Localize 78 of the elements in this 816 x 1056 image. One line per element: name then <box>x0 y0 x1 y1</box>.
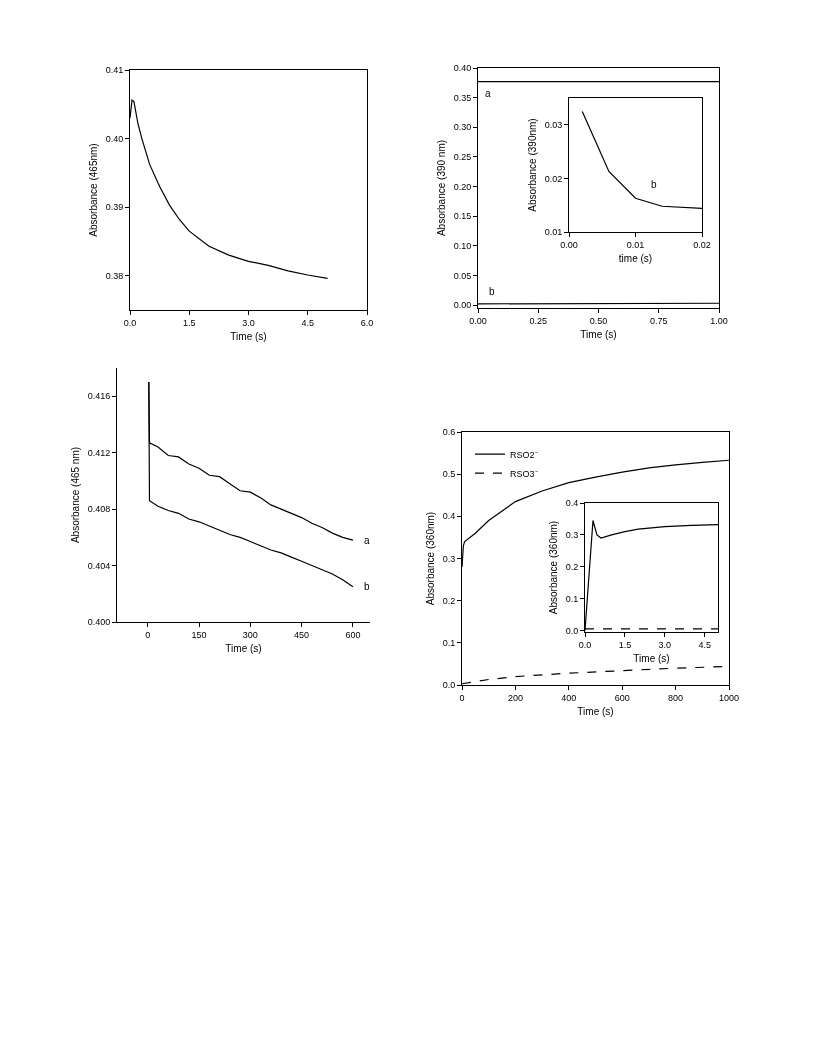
y-tick-label: 0.1 <box>442 637 456 648</box>
x-tick-label: 0.01 <box>626 239 645 250</box>
x-tick-label: 0 <box>145 629 151 640</box>
y-tick-label: 0.30 <box>453 122 472 133</box>
y-tick-label: 0.416 <box>87 391 111 402</box>
y-tick-label: 0.02 <box>544 173 563 184</box>
y-tick-label: 0.2 <box>565 561 579 572</box>
series-label: a <box>364 535 370 546</box>
x-tick-label: 400 <box>561 692 577 703</box>
legend-label: a <box>485 88 491 99</box>
legend-label: RSO2⁻ <box>510 449 538 460</box>
x-tick-label: 800 <box>668 692 684 703</box>
y-tick-label: 0.40 <box>453 63 472 74</box>
y-tick-label: 0.5 <box>442 469 456 480</box>
x-tick-label: 600 <box>345 629 361 640</box>
y-tick-label: 0.03 <box>544 119 563 130</box>
series-label: b <box>489 286 495 297</box>
x-tick-label: 450 <box>294 629 310 640</box>
x-tick-label: 300 <box>242 629 258 640</box>
y-tick-label: 0.408 <box>87 504 111 515</box>
x-tick-label: 0.50 <box>589 315 608 326</box>
y-tick-label: 0.400 <box>87 617 111 628</box>
y-tick-label: 0.412 <box>87 447 111 458</box>
x-tick-label: 3.0 <box>242 317 255 328</box>
y-tick-label: 0.10 <box>453 240 472 251</box>
x-tick-label: 0.0 <box>578 639 592 650</box>
y-axis-title: Absorbance (465nm) <box>87 143 99 237</box>
x-tick-label: 0.25 <box>529 315 548 326</box>
y-tick-label: 0.404 <box>87 560 111 571</box>
y-axis-title: Absorbance (390nm) <box>526 118 538 212</box>
y-tick-label: 0.6 <box>442 427 456 438</box>
x-tick-label: 4.5 <box>698 639 711 650</box>
x-tick-label: 0.0 <box>123 317 137 328</box>
x-axis-title: Time (s) <box>577 706 614 718</box>
y-tick-label: 0.40 <box>105 133 124 144</box>
y-tick-label: 0.00 <box>453 300 472 311</box>
x-tick-label: 0.00 <box>469 315 487 326</box>
x-axis-title: Time (s) <box>580 329 617 341</box>
y-tick-label: 0.05 <box>453 270 472 281</box>
x-tick-label: 0.02 <box>693 239 711 250</box>
x-tick-label: 1.5 <box>182 317 196 328</box>
y-tick-label: 0.2 <box>442 595 456 606</box>
y-axis-title: Absorbance (360nm) <box>424 511 436 606</box>
y-axis-title: Absorbance (465 nm) <box>69 446 81 544</box>
y-tick-label: 0.39 <box>105 202 124 213</box>
x-tick-label: 0.75 <box>649 315 668 326</box>
y-tick-label: 0.3 <box>565 530 579 540</box>
x-tick-label: 1.00 <box>710 315 728 326</box>
series-label: b <box>651 179 657 190</box>
y-tick-label: 0.25 <box>453 152 472 163</box>
y-tick-label: 0.38 <box>105 270 124 281</box>
x-axis-title: Time (s) <box>633 653 670 665</box>
y-axis-title: Absorbance (360nm) <box>547 520 559 615</box>
series-label: b <box>364 581 370 592</box>
x-tick-label: 1.5 <box>618 639 632 650</box>
x-tick-label: 200 <box>507 692 523 703</box>
x-tick-label: 6.0 <box>360 317 374 328</box>
x-axis-title: Time (s) <box>225 643 262 655</box>
x-tick-label: 150 <box>191 629 207 640</box>
y-tick-label: 0.35 <box>453 92 472 103</box>
x-tick-label: 3.0 <box>658 639 672 650</box>
y-tick-label: 0.01 <box>544 227 563 238</box>
x-axis-title: time (s) <box>618 253 653 265</box>
y-tick-label: 0.15 <box>453 211 472 222</box>
y-tick-label: 0.4 <box>565 498 579 509</box>
x-tick-label: 1000 <box>718 692 740 703</box>
x-axis-title: Time (s) <box>230 331 267 343</box>
y-tick-label: 0.4 <box>442 511 456 522</box>
y-tick-label: 0.3 <box>442 553 456 564</box>
x-tick-label: 4.5 <box>301 317 315 328</box>
y-tick-label: 0.1 <box>565 593 579 604</box>
y-tick-label: 0.20 <box>453 181 472 192</box>
y-tick-label: 0.0 <box>442 680 456 691</box>
x-tick-label: 0 <box>459 692 465 703</box>
x-tick-label: 600 <box>614 692 630 703</box>
legend-label: RSO3⁻ <box>510 468 538 479</box>
y-tick-label: 0.41 <box>105 65 124 76</box>
y-axis-title: Absorbance (390 nm) <box>435 139 447 237</box>
